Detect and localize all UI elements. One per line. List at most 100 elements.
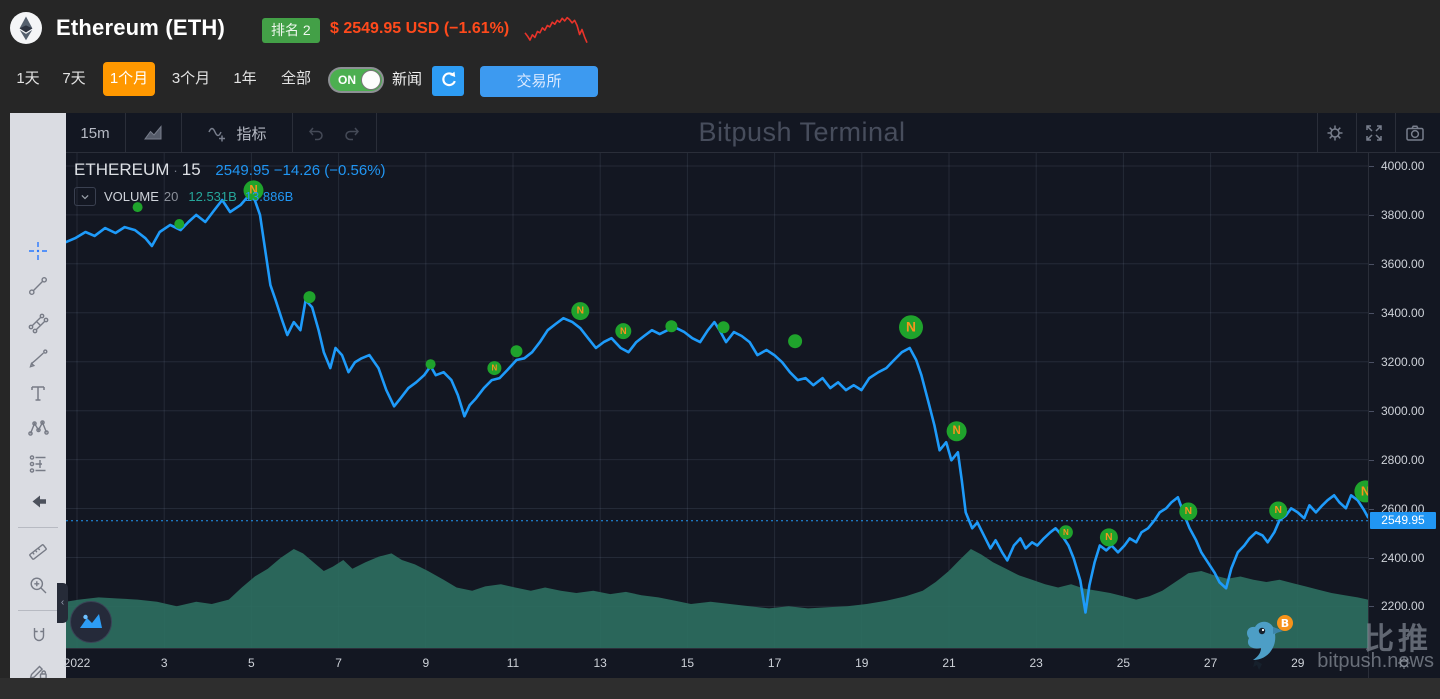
svg-text:N: N (249, 184, 257, 196)
hide-drawings-arrow-icon[interactable] (27, 490, 49, 512)
refresh-button[interactable] (432, 66, 464, 96)
y-axis-tick (1369, 410, 1374, 412)
news-marker[interactable]: N (243, 180, 264, 201)
x-axis-label: 17 (767, 656, 782, 670)
news-marker[interactable]: N (1269, 501, 1288, 520)
news-marker[interactable]: N (1354, 480, 1368, 503)
chart-widget: ‹ 15m 指标 (10, 113, 1440, 681)
zoom-in-tool-icon[interactable] (27, 574, 49, 596)
y-axis-tick (1369, 557, 1374, 559)
y-axis-label: 2800.00 (1381, 452, 1425, 467)
y-axis-tick (1369, 214, 1374, 216)
range-button-0[interactable]: 1天 (16, 70, 40, 87)
topbar-divider (1395, 113, 1396, 153)
axis-settings-gear-icon[interactable] (1395, 654, 1413, 677)
twitter-bird-icon: B (1235, 610, 1307, 681)
xabcd-pattern-tool-icon[interactable] (27, 417, 49, 439)
magnet-tool-icon[interactable] (27, 624, 49, 646)
y-axis-label: 2400.00 (1381, 550, 1425, 565)
coin-header-row: Ethereum (ETH) 排名 2 $ 2549.95 USD (−1.61… (0, 0, 1440, 56)
range-button-5[interactable]: 全部 (280, 70, 311, 87)
y-axis-tick (1369, 166, 1374, 167)
redo-button[interactable] (334, 113, 370, 153)
legend-separator: · (173, 163, 178, 178)
topbar-divider (292, 113, 293, 153)
legend-collapse-chevron[interactable] (74, 187, 96, 206)
topbar-divider (1317, 113, 1318, 153)
toolbar-collapse-handle[interactable]: ‹ (57, 583, 68, 623)
trend-line-tool-icon[interactable] (27, 275, 49, 297)
terminal-title: Bitpush Terminal (698, 117, 906, 147)
svg-text:N: N (906, 320, 916, 335)
price-axis[interactable]: 4000.00 3800.00 3600.00 3400.00 3200.00 3000.… (1368, 153, 1440, 648)
volume-period: 20 (163, 189, 179, 204)
screenshot-camera-button[interactable] (1395, 113, 1435, 153)
bitpush-chart-logo-button[interactable] (70, 601, 112, 643)
range-button-3[interactable]: 3个月 (171, 70, 211, 87)
news-marker[interactable]: N (899, 315, 923, 340)
range-button-4[interactable]: 1年 (233, 70, 257, 87)
grid-lines (66, 153, 1368, 648)
x-axis-label: 13 (593, 656, 607, 670)
svg-text:N: N (492, 364, 498, 373)
coin-title: Ethereum (ETH) (56, 15, 226, 40)
y-axis-label: 2600.00 (1381, 501, 1425, 516)
news-marker[interactable] (788, 334, 803, 349)
chart-style-button[interactable] (132, 113, 174, 153)
y-axis-label: 3200.00 (1381, 354, 1425, 369)
y-axis-label: 3600.00 (1381, 256, 1425, 271)
range-button-2[interactable]: 1个月 (103, 62, 155, 96)
news-marker[interactable] (425, 359, 436, 370)
svg-text:N: N (1274, 505, 1281, 516)
svg-text:N: N (1105, 532, 1112, 543)
news-marker[interactable] (717, 321, 730, 334)
news-marker[interactable] (132, 202, 143, 213)
interval-button[interactable]: 15m (80, 124, 110, 142)
sparkline-path (524, 16, 588, 44)
x-axis-label: 2022 (63, 656, 91, 670)
news-marker[interactable] (510, 345, 523, 358)
news-marker[interactable]: N (946, 421, 967, 442)
price-chart-canvas[interactable]: N N N N N N N N N N N (66, 153, 1368, 648)
news-marker[interactable]: N (571, 302, 590, 321)
news-marker[interactable]: N (487, 361, 502, 376)
settings-gear-button[interactable] (1317, 113, 1353, 153)
svg-text:N: N (577, 306, 584, 317)
news-marker[interactable] (665, 320, 678, 333)
range-bar: 1天 7天 1个月 3个月 1年 全部 ON 新闻 交易所 (0, 56, 1440, 113)
x-axis-label: 5 (248, 656, 255, 670)
svg-text:N: N (1185, 506, 1192, 517)
indicators-icon (205, 121, 229, 145)
news-marker[interactable] (303, 291, 316, 304)
time-axis[interactable]: 2022 3 5 7 9 11 13 15 17 19 21 23 25 27 29 (63, 648, 1368, 678)
brush-tool-icon[interactable] (27, 347, 49, 369)
volume-label: VOLUME (104, 189, 159, 204)
news-marker[interactable]: N (1179, 502, 1198, 521)
x-axis-label: 9 (422, 656, 430, 670)
news-marker[interactable]: N (1099, 528, 1118, 547)
crosshair-tool-icon[interactable] (27, 240, 49, 262)
y-axis-label: 3400.00 (1381, 305, 1425, 320)
ruler-tool-icon[interactable] (27, 539, 49, 561)
chart-plot-area[interactable]: N N N N N N N N N N N ETHEREUM · 15 2549.95 −14.26 (… (66, 153, 1368, 648)
range-button-1[interactable]: 7天 (62, 70, 86, 87)
news-marker[interactable]: N (1058, 525, 1073, 540)
indicators-button[interactable]: 指标 (188, 113, 284, 153)
exchange-button[interactable]: 交易所 (480, 66, 598, 97)
forecast-tool-icon[interactable] (27, 452, 49, 474)
news-marker[interactable]: N (615, 323, 632, 340)
text-tool-icon[interactable] (27, 382, 49, 404)
toggle-on-label: ON (338, 73, 356, 87)
fullscreen-button[interactable] (1356, 113, 1392, 153)
price-line (66, 194, 1368, 614)
news-marker[interactable] (174, 219, 185, 229)
y-axis-tick (1369, 508, 1374, 510)
gann-fib-tools-icon[interactable] (27, 312, 49, 334)
news-toggle[interactable]: ON (330, 69, 382, 91)
y-axis-label: 4000.00 (1381, 159, 1425, 173)
bottom-strip (0, 678, 1440, 699)
undo-button[interactable] (298, 113, 334, 153)
legend-symbol: ETHEREUM (74, 160, 170, 179)
toggle-knob-icon (361, 70, 381, 90)
